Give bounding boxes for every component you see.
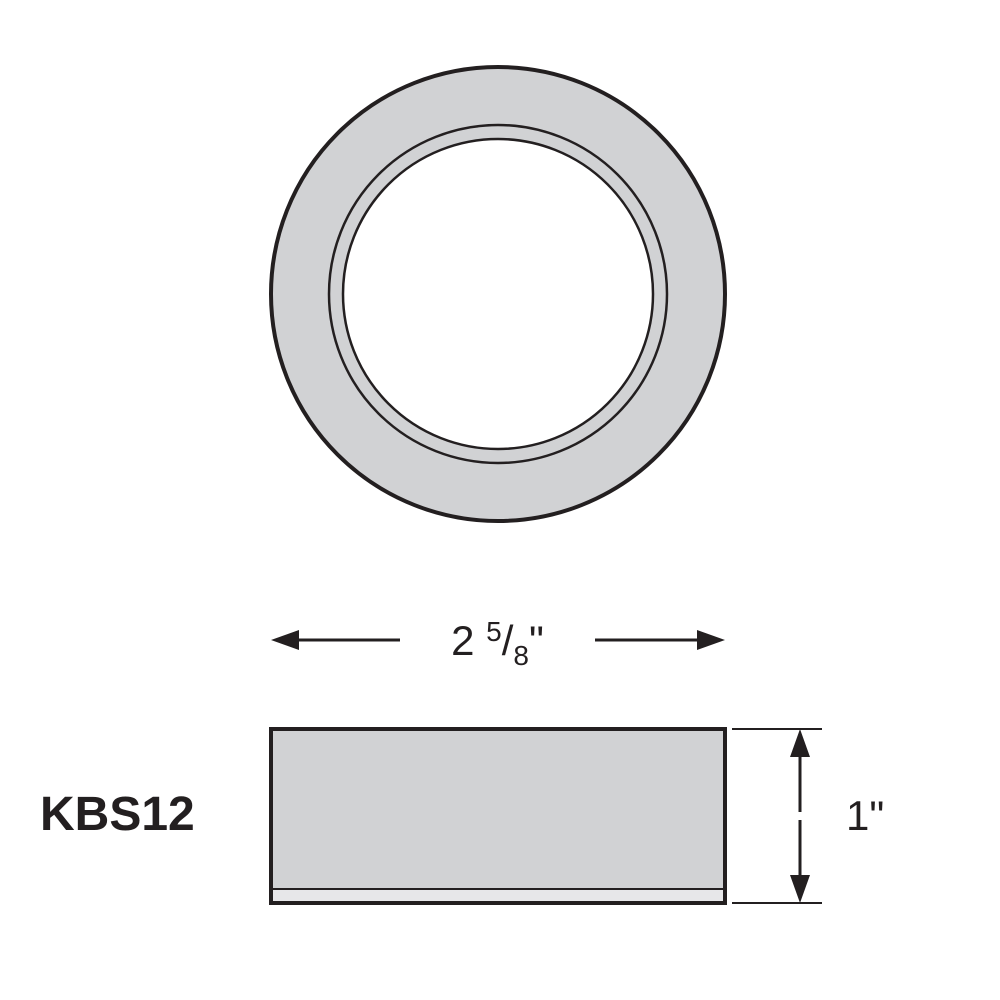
dim-width-arrow-left bbox=[271, 630, 299, 650]
dim-height-label: 1" bbox=[846, 792, 884, 839]
side-lip bbox=[271, 889, 725, 903]
dim-height-arrow-bot bbox=[790, 875, 810, 903]
part-number-label: KBS12 bbox=[40, 788, 195, 841]
dimension-height: 1" bbox=[732, 729, 884, 903]
dim-height-arrow-top bbox=[790, 729, 810, 757]
side-view bbox=[271, 729, 725, 903]
dim-width-label: 2 5/8" bbox=[451, 616, 544, 671]
ring-inner bbox=[343, 139, 653, 449]
dimension-width: 2 5/8" bbox=[271, 616, 725, 671]
dim-width-arrow-right bbox=[697, 630, 725, 650]
side-body bbox=[271, 729, 725, 889]
top-view-ring bbox=[271, 67, 725, 521]
